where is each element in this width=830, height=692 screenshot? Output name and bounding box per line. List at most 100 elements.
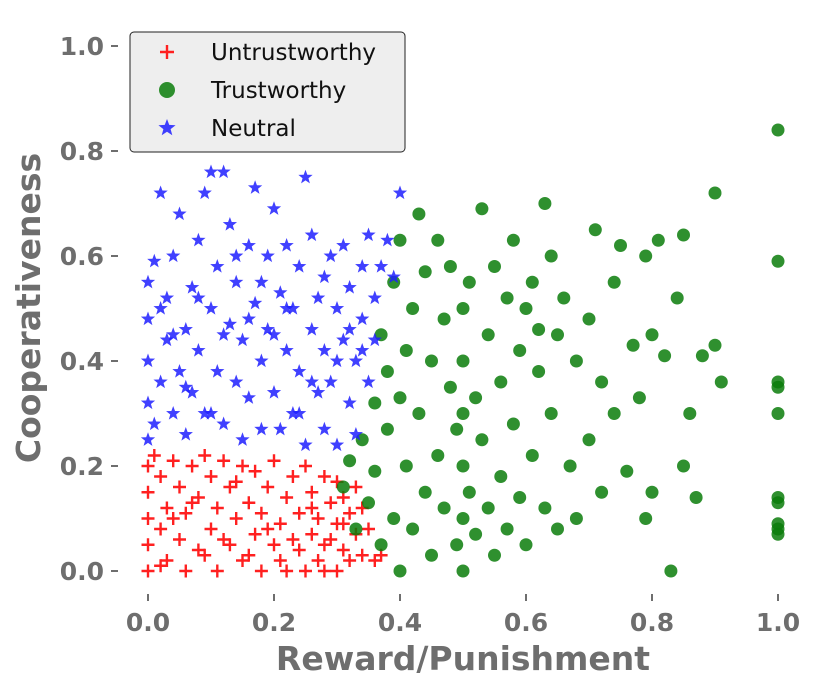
untrustworthy-point [154,470,168,483]
trustworthy-point [708,338,722,352]
neutral-point [367,332,382,347]
untrustworthy-point [242,496,256,510]
trustworthy-point [469,527,483,541]
neutral-point [298,437,313,452]
untrustworthy-legend-marker [160,45,174,59]
trustworthy-point [607,407,621,420]
neutral-point [266,201,282,215]
untrustworthy-point [299,564,312,578]
trustworthy-point [683,407,697,420]
trustworthy-point [695,349,709,363]
trustworthy-point [519,538,533,552]
neutral-point [329,301,345,315]
x-tick-label: 0.2 [252,608,296,637]
trustworthy-point [343,454,357,468]
trustworthy-point [387,275,401,289]
trustworthy-point [639,249,653,263]
untrustworthy-point [229,512,243,525]
untrustworthy-point [254,506,268,520]
neutral-point [292,259,307,273]
trustworthy-point [620,464,634,478]
neutral-point [210,259,225,273]
neutral-point [323,374,338,389]
untrustworthy-point [179,564,193,578]
neutral-point [140,353,156,368]
trustworthy-point [425,354,438,368]
y-tick-label: 0.2 [60,452,104,481]
untrustworthy-point [355,548,369,562]
untrustworthy-point [324,533,338,546]
trustworthy-point [469,391,483,405]
data-points [140,123,785,578]
untrustworthy-point [280,564,294,578]
neutral-point [153,185,168,200]
trustworthy-point [450,538,464,552]
neutral-point [210,364,225,378]
neutral-point [216,327,231,341]
trustworthy-point [506,233,520,247]
untrustworthy-point [217,454,231,468]
neutral-point [241,390,256,404]
trustworthy-point [544,249,558,263]
trustworthy-point [456,302,470,315]
trustworthy-point [456,564,470,578]
trustworthy-point [513,491,527,504]
untrustworthy-point [242,548,256,562]
trustworthy-point [412,207,426,221]
x-axis-title: Reward/Punishment [276,639,650,678]
untrustworthy-point [141,485,155,499]
trustworthy-point [645,328,659,342]
trustworthy-point [488,260,501,273]
untrustworthy-point [229,475,243,489]
untrustworthy-point [198,449,212,462]
neutral-point [197,185,212,200]
untrustworthy-point [185,459,199,473]
trustworthy-point [387,512,401,525]
untrustworthy-point [210,501,224,515]
neutral-point [285,301,301,315]
trustworthy-point [368,396,382,410]
neutral-point [348,427,364,441]
untrustworthy-point [166,512,180,525]
trustworthy-point [380,422,394,436]
neutral-point [355,343,370,357]
trustworthy-point [418,485,432,499]
trustworthy-point [380,365,394,378]
neutral-point [140,432,156,446]
trustworthy-point [494,470,508,483]
untrustworthy-point [236,459,249,473]
trustworthy-point [563,459,577,473]
y-tick-label: 1.0 [60,32,104,61]
x-tick-label: 0.6 [504,608,548,637]
legend-label-trustworthy: Trustworthy [210,78,346,104]
untrustworthy-point [141,564,155,578]
neutral-point [304,227,319,242]
neutral-point [260,322,275,336]
neutral-point [153,374,168,389]
untrustworthy-point [185,496,199,510]
trustworthy-point [626,338,640,352]
trustworthy-point [645,485,659,499]
neutral-point [329,437,345,452]
x-tick-label: 0.8 [630,608,674,637]
neutral-point [247,180,263,194]
neutral-point [166,327,181,341]
trustworthy-point [714,375,728,389]
untrustworthy-point [141,512,155,525]
neutral-point [317,421,332,436]
neutral-point [266,327,282,341]
trustworthy-point [393,233,407,247]
neutral-point [178,322,193,336]
neutral-point [260,248,275,263]
untrustworthy-point [160,501,174,515]
neutral-point [342,395,357,410]
trustworthy-point [418,265,432,279]
neutral-point [254,274,269,289]
neutral-point [279,343,294,357]
trustworthy-point [771,407,785,420]
y-tick-label: 0.4 [60,347,104,376]
trustworthy-point [513,344,527,357]
neutral-point [342,322,357,336]
neutral-point [386,269,401,284]
